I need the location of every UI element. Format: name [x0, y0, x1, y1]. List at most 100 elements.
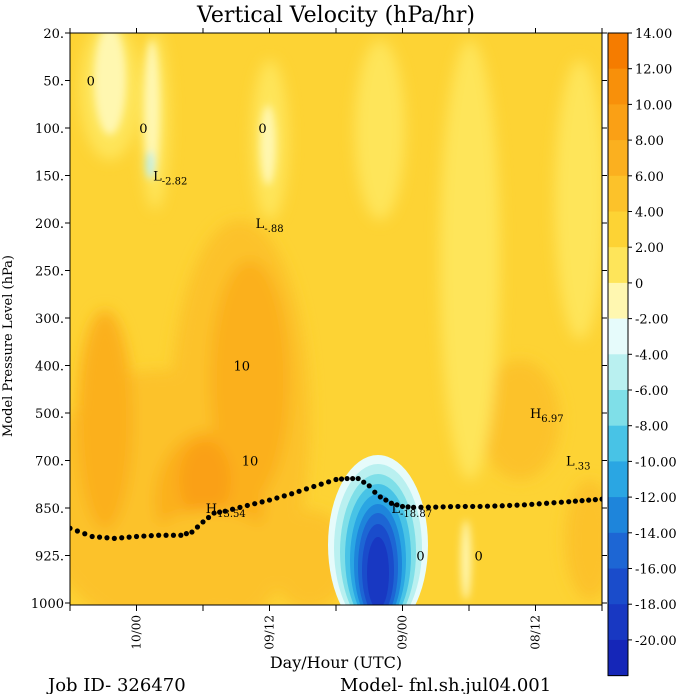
- colorbar-label: 10.00: [635, 98, 672, 113]
- pbl-dot: [433, 504, 439, 510]
- pbl-dot: [170, 532, 177, 538]
- pbl-dot: [572, 498, 579, 504]
- colorbar-label: 0: [635, 277, 643, 292]
- pbl-dot: [318, 481, 324, 487]
- pbl-dot: [148, 533, 154, 539]
- pbl-dot: [447, 504, 454, 510]
- pbl-dot: [211, 510, 217, 516]
- contour-label: 10: [242, 455, 259, 470]
- field-region: [140, 510, 280, 605]
- pbl-dot: [74, 528, 80, 534]
- extremum-label: L.33: [566, 455, 591, 473]
- contour-label: 10: [233, 360, 250, 375]
- colorbar-label: 8.00: [635, 134, 664, 149]
- x-tick-label: 08/12: [529, 615, 543, 650]
- pbl-dot: [350, 475, 356, 482]
- y-tick-label: 100.: [35, 122, 64, 137]
- pbl-dot: [372, 489, 378, 495]
- pbl-dot: [394, 502, 400, 508]
- x-tick-label: 09/12: [263, 615, 277, 650]
- pbl-dot: [425, 504, 431, 510]
- pbl-dot: [521, 502, 528, 508]
- pbl-dot: [377, 494, 383, 500]
- colorbar-label: -16.00: [635, 563, 677, 578]
- pbl-dot: [536, 501, 542, 507]
- pbl-dot: [558, 499, 564, 505]
- pbl-dot: [388, 500, 395, 506]
- x-axis-label: Day/Hour (UTC): [270, 653, 402, 672]
- y-tick-label: 200.: [35, 217, 64, 232]
- contour-label: 0: [87, 75, 95, 90]
- colorbar-label: 2.00: [635, 241, 664, 256]
- pbl-dot: [252, 501, 258, 507]
- pbl-dot: [462, 503, 468, 510]
- pbl-dot: [361, 479, 367, 485]
- pbl-dot: [514, 502, 520, 508]
- colorbar-label: -14.00: [635, 527, 677, 542]
- field-contour: [367, 537, 389, 605]
- pbl-dot: [89, 533, 95, 540]
- y-tick-label: 150.: [35, 170, 64, 185]
- pbl-dot: [338, 476, 345, 482]
- field-region: [555, 60, 602, 340]
- colorbar-label: 14.00: [635, 27, 672, 42]
- pbl-dot: [126, 534, 132, 540]
- y-tick-label: 1000: [31, 597, 64, 612]
- field-region: [565, 480, 602, 600]
- colorbar-swatch: [608, 354, 628, 391]
- pbl-dot: [133, 533, 140, 540]
- colorbar-label: -20.00: [635, 634, 677, 649]
- pbl-dot: [111, 535, 117, 542]
- field-region: [440, 40, 500, 480]
- colorbar-swatch: [608, 461, 628, 498]
- pbl-dot: [141, 533, 147, 539]
- colorbar-label: -10.00: [635, 455, 677, 470]
- y-tick-label: 700.: [35, 455, 64, 470]
- pbl-dot: [492, 503, 498, 509]
- field-region: [260, 105, 276, 185]
- pbl-dot: [183, 531, 189, 537]
- model-name: Model- fnl.sh.jul04.001: [340, 675, 551, 694]
- pbl-dot: [484, 503, 491, 509]
- y-tick-label: 250.: [35, 265, 64, 280]
- colorbar-swatch: [608, 497, 628, 534]
- colorbar-label: -2.00: [635, 313, 668, 328]
- annotation-layer: 0 0 0 L-2.82 L-.88 10 10 H13.54 L-18.87 H6.97 L.33…: [87, 75, 591, 565]
- pbl-dot: [405, 504, 411, 510]
- y-tick-label: 925.: [35, 550, 64, 565]
- colorbar-swatch: [608, 425, 628, 462]
- field-region: [146, 151, 154, 179]
- pbl-dot: [303, 486, 310, 492]
- pbl-dot: [507, 502, 513, 509]
- field-region: [94, 33, 126, 135]
- pbl-dot: [289, 491, 295, 497]
- pbl-dot: [326, 479, 332, 485]
- plot-area: 0 0 0 L-2.82 L-.88 10 10 H13.54 L-18.87 H6.97 L.33…: [70, 33, 602, 605]
- pbl-dot: [599, 496, 602, 502]
- pbl-dot: [266, 497, 273, 503]
- y-tick-label: 50.: [43, 75, 64, 90]
- pbl-dot: [440, 504, 446, 510]
- chart-title: Vertical Velocity (hPa/hr): [196, 3, 475, 28]
- pbl-dot: [592, 497, 598, 503]
- extremum-label: L-18.87: [391, 502, 432, 520]
- negative-core: [328, 455, 428, 605]
- colorbar-swatch: [608, 318, 628, 355]
- contour-label: 0: [475, 550, 483, 565]
- pbl-dot: [156, 532, 162, 538]
- pbl-dot: [200, 519, 206, 525]
- pbl-dot: [551, 500, 557, 506]
- pbl-dot: [259, 499, 265, 505]
- pbl-dot: [566, 499, 572, 505]
- pbl-dot: [274, 495, 280, 501]
- pbl-dot: [205, 514, 212, 521]
- field-region: [179, 440, 231, 520]
- pbl-dot: [399, 503, 406, 510]
- extremum-label: H13.54: [206, 502, 246, 520]
- x-tick-label: 09/00: [396, 615, 410, 650]
- colorbar-swatch: [608, 604, 628, 641]
- pbl-dot: [96, 534, 103, 540]
- colorbar-swatch: [608, 639, 628, 677]
